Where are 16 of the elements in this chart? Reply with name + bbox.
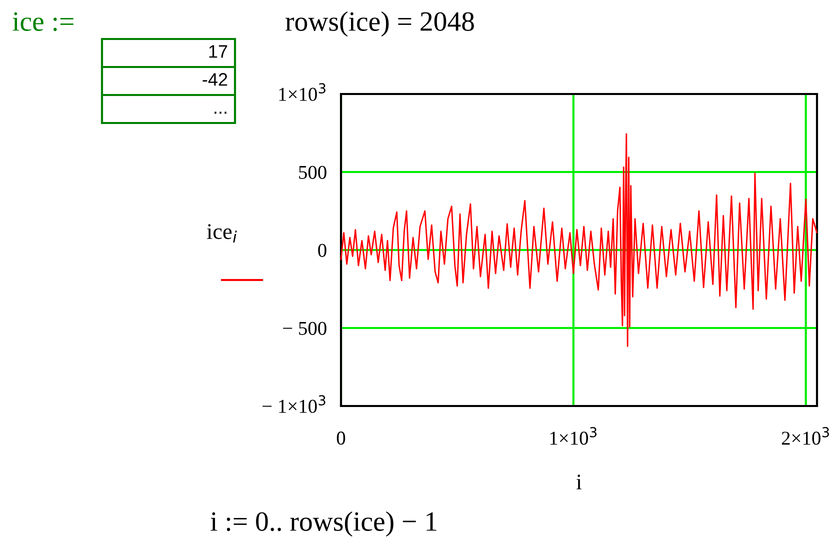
x-axis-title: i	[576, 474, 582, 490]
y-tick-label: 0	[318, 244, 326, 257]
text: -42	[202, 73, 228, 86]
x-tick-label: 2×10$^{3}$	[782, 427, 829, 445]
y-tick-label: − 1×10$^{3}$	[262, 395, 326, 413]
y-tick-label: − 500	[283, 322, 326, 335]
text: rows(ice) = 2048	[286, 11, 474, 37]
text: 17	[209, 45, 228, 58]
text: i := 0.. rows(ice) − 1	[210, 511, 436, 537]
y-tick-label: 500	[299, 166, 326, 179]
text: ice :=	[12, 12, 74, 32]
y-axis-title: ice$_{i}$	[206, 224, 237, 242]
y-tick-label: 1×10$^{3}$	[279, 83, 326, 101]
text: ...	[214, 112, 226, 114]
x-tick-label: 0	[336, 432, 346, 445]
x-tick-label: 1×10$^{3}$	[550, 427, 597, 445]
